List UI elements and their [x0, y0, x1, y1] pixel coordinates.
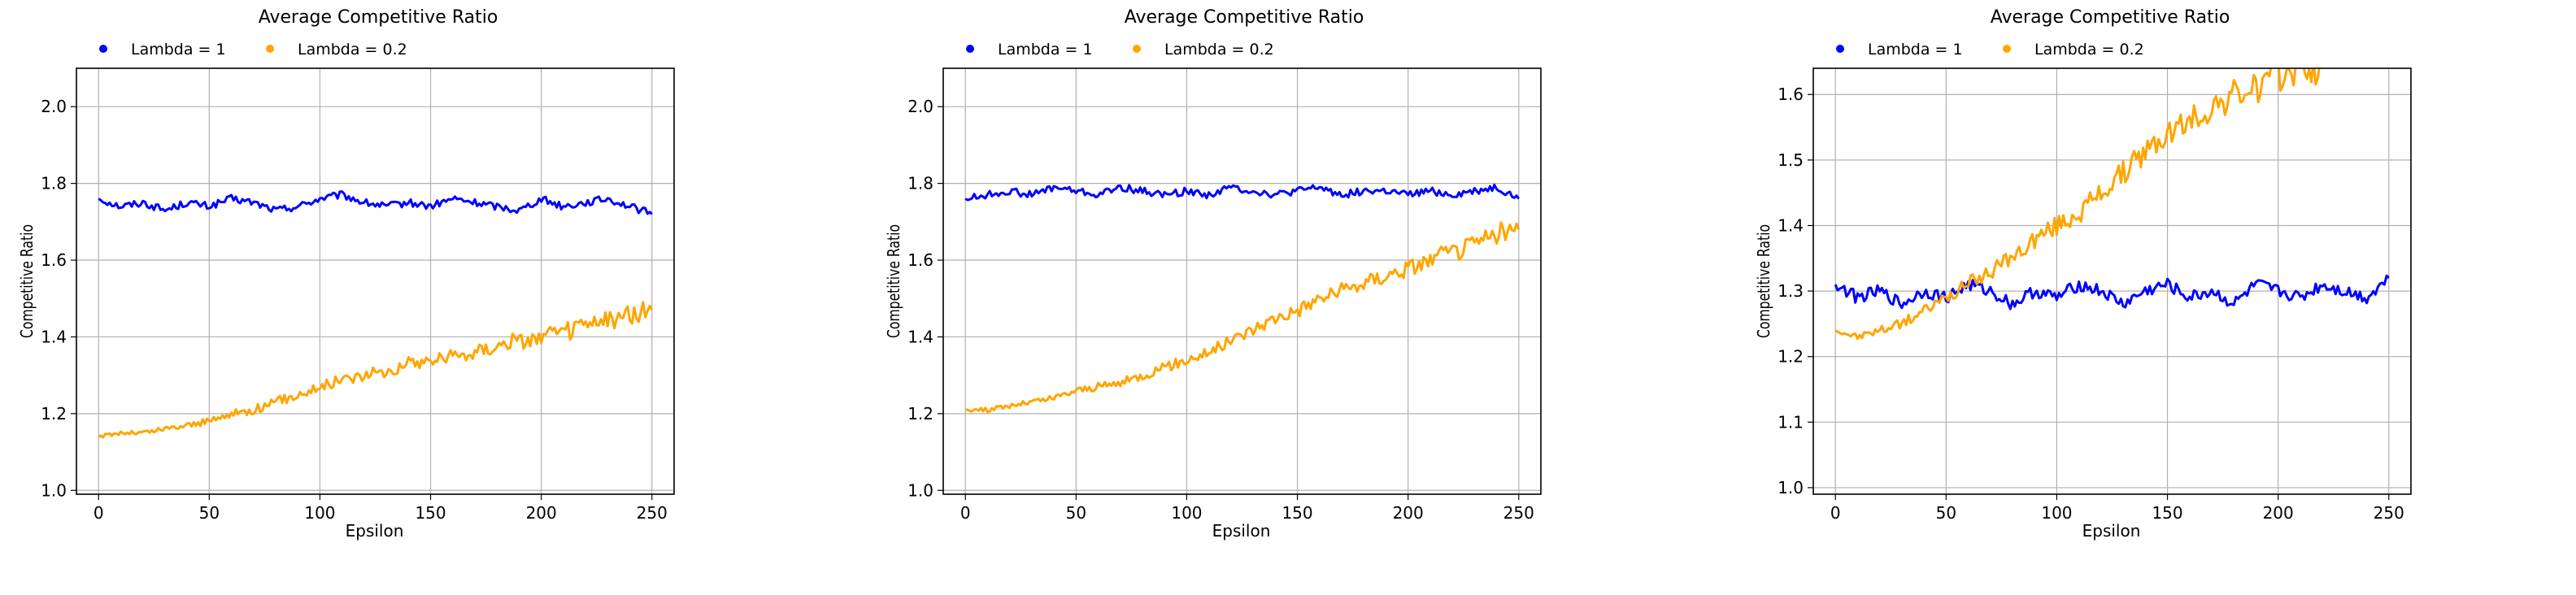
y-tick-label: 1.0 [1778, 478, 1804, 497]
chart-panel-2: 0 50 100 150 200 250 1.0 1.2 1.4 1.6 1.8 2.0 Average… [884, 7, 1542, 541]
y-tick-label: 2.0 [41, 97, 67, 116]
series-line-lambda-0-2 [1834, 68, 2323, 341]
y-tick-label: 1.8 [907, 174, 933, 193]
y-tick-label: 1.8 [41, 174, 67, 193]
x-tick-label: 0 [1830, 503, 1841, 523]
x-tick-label: 50 [199, 503, 220, 523]
legend-label: Lambda = 1 [1868, 41, 1963, 59]
y-tick-label: 1.6 [41, 250, 67, 270]
chart-panel-3: 0 50 100 150 200 250 1.0 1.1 1.2 1.3 1.4 1.5 1.6 Aver… [1754, 7, 2412, 541]
y-tick-label: 1.6 [907, 250, 933, 270]
series-line-lambda-0-2 [98, 301, 654, 439]
x-tick-label: 0 [94, 503, 104, 523]
x-tick-label: 250 [2374, 503, 2404, 523]
legend-marker-lambda-0-2 [266, 45, 274, 53]
legend-marker-lambda-0-2 [2003, 45, 2011, 53]
y-tick-label: 1.0 [41, 480, 67, 500]
x-tick-label: 250 [1503, 503, 1534, 523]
legend: Lambda = 1 Lambda = 0.2 [1836, 41, 2144, 59]
y-tick-label: 1.4 [907, 327, 933, 346]
y-tick-label: 1.2 [1778, 347, 1804, 367]
x-tick-label: 0 [960, 503, 971, 523]
x-tick-label: 200 [1393, 503, 1424, 523]
y-tick-label: 1.2 [41, 404, 67, 423]
legend-marker-lambda-1 [99, 45, 107, 53]
x-axis-label: Epsilon [2082, 521, 2141, 541]
x-tick-label: 50 [1066, 503, 1086, 523]
x-axis-label: Epsilon [1212, 521, 1271, 541]
x-tick-label: 50 [1936, 503, 1956, 523]
y-tick-label: 1.1 [1778, 412, 1804, 432]
x-tick-label: 100 [304, 503, 335, 523]
y-tick-label: 1.6 [1778, 85, 1804, 104]
legend-marker-lambda-0-2 [1133, 45, 1141, 53]
legend-label: Lambda = 1 [998, 41, 1093, 59]
y-tick-label: 1.2 [907, 404, 933, 423]
x-tick-label: 200 [526, 503, 557, 523]
y-tick-label: 1.4 [1778, 215, 1804, 235]
y-axis-label: Competitive Ratio [1754, 224, 1773, 338]
y-axis-label: Competitive Ratio [17, 224, 37, 338]
series-line-lambda-0-2 [965, 221, 1521, 414]
legend-marker-lambda-1 [1836, 45, 1844, 53]
legend-label: Lambda = 0.2 [1164, 41, 1274, 59]
chart-title: Average Competitive Ratio [1991, 7, 2230, 28]
y-tick-label: 1.3 [1778, 281, 1804, 301]
legend: Lambda = 1 Lambda = 0.2 [99, 41, 407, 59]
chart-title: Average Competitive Ratio [1125, 7, 1364, 28]
legend-label: Lambda = 0.2 [298, 41, 407, 59]
x-tick-label: 100 [2041, 503, 2072, 523]
legend-marker-lambda-1 [966, 45, 974, 53]
x-tick-label: 150 [415, 503, 446, 523]
y-tick-label: 1.5 [1778, 150, 1804, 170]
chart-title: Average Competitive Ratio [259, 7, 498, 28]
series-line-lambda-1 [98, 190, 653, 215]
x-tick-label: 150 [1281, 503, 1312, 523]
x-tick-label: 250 [637, 503, 668, 523]
axes-frame [1812, 67, 2412, 495]
axes-frame [942, 67, 1542, 495]
x-tick-label: 100 [1171, 503, 1202, 523]
series-line-lambda-1 [964, 183, 1521, 202]
legend-label: Lambda = 1 [131, 41, 226, 59]
x-axis-label: Epsilon [346, 521, 404, 541]
axes-frame [76, 67, 675, 495]
x-tick-label: 150 [2152, 503, 2182, 523]
y-tick-label: 1.0 [907, 480, 933, 500]
chart-panel-1: 0 50 100 150 200 250 1.0 1.2 1.4 1.6 1.8 2.0 Average… [17, 7, 675, 541]
series-line-lambda-1 [1834, 274, 2390, 311]
legend-label: Lambda = 0.2 [2034, 41, 2144, 59]
x-tick-label: 200 [2263, 503, 2294, 523]
y-tick-label: 2.0 [907, 97, 933, 116]
y-axis-label: Competitive Ratio [884, 224, 903, 338]
legend: Lambda = 1 Lambda = 0.2 [966, 41, 1274, 59]
y-tick-label: 1.4 [41, 327, 67, 346]
